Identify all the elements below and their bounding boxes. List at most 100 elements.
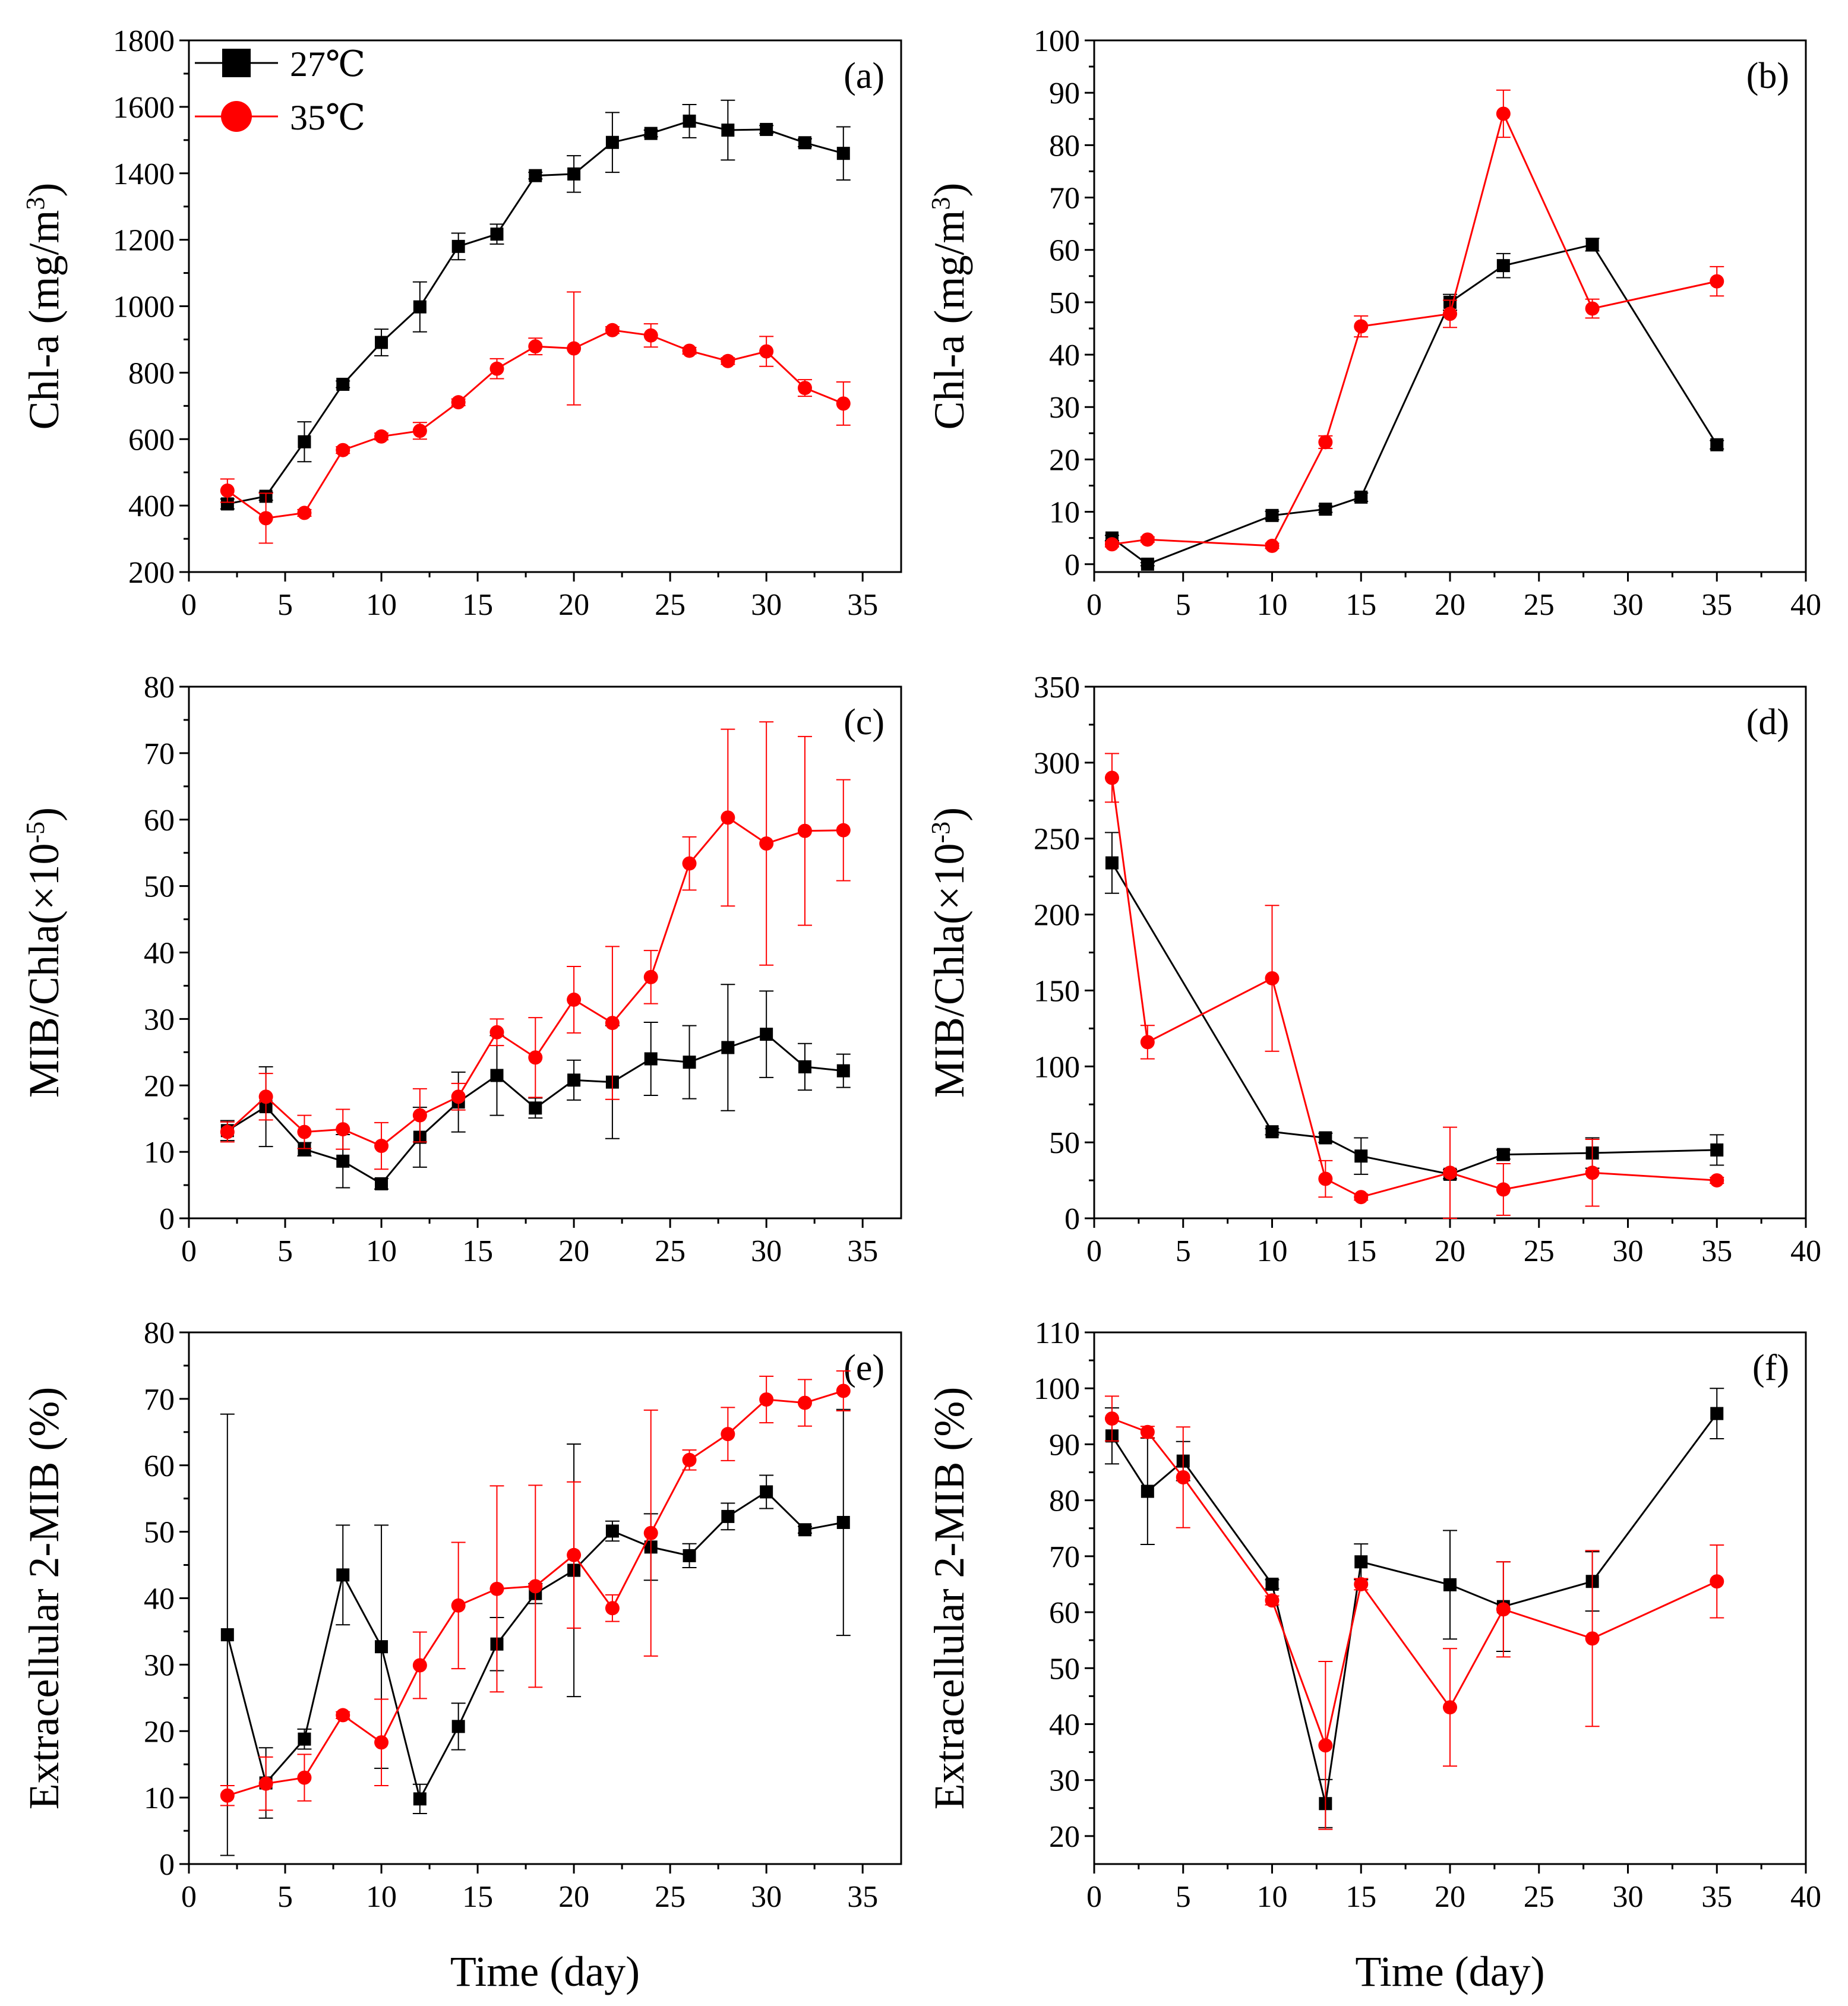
- x-tick-label: 0: [1086, 1880, 1102, 1914]
- data-point: [489, 1581, 504, 1596]
- x-tick-label: 15: [462, 1880, 493, 1914]
- data-point: [721, 1041, 735, 1054]
- data-point: [528, 1579, 543, 1594]
- y-axis-title-superscript: -3: [926, 822, 955, 844]
- data-point: [759, 1392, 774, 1407]
- x-axis-title: Time (day): [450, 1948, 640, 1995]
- y-axis-title-superscript: -5: [21, 822, 50, 844]
- data-point: [220, 497, 234, 511]
- data-point: [375, 1640, 388, 1654]
- data-point: [336, 1568, 350, 1582]
- data-point: [297, 1124, 312, 1139]
- data-point: [220, 1788, 235, 1803]
- data-point: [374, 429, 389, 444]
- data-point: [220, 483, 235, 498]
- data-point: [1354, 1149, 1368, 1163]
- data-point: [297, 506, 312, 520]
- x-tick-label: 20: [1435, 1880, 1465, 1914]
- data-point: [1496, 1148, 1510, 1161]
- data-point: [836, 823, 851, 838]
- panel-label: (d): [1746, 702, 1789, 743]
- y-tick-label: 250: [1034, 823, 1080, 857]
- panel-e: 0 5 10 15 20 25 30 35 0 10 20 30 40 50 60 70 80 Extracell…: [20, 1316, 902, 1995]
- y-tick-label: 40: [144, 937, 175, 971]
- y-tick-label: 80: [144, 1316, 175, 1350]
- y-tick-label: 60: [1049, 1596, 1080, 1630]
- panel-b: 0 5 10 15 20 25 30 35 40 0 10 20 30 40 50 60 70 80 90 100 Ch…: [925, 24, 1821, 622]
- data-point: [220, 1628, 234, 1642]
- y-tick-label: 150: [1034, 974, 1080, 1008]
- y-axis-title-main: MIB/Chla(×10: [925, 844, 973, 1098]
- data-point: [797, 1395, 812, 1410]
- y-tick-label: 40: [144, 1582, 175, 1616]
- y-tick-label: 200: [1034, 899, 1080, 933]
- x-tick-label: 25: [1524, 588, 1555, 622]
- data-point: [683, 1549, 696, 1562]
- y-tick-label: 300: [1034, 747, 1080, 781]
- data-point: [1265, 508, 1279, 522]
- data-point: [760, 122, 773, 136]
- data-point: [489, 1025, 504, 1040]
- data-point: [1318, 1171, 1333, 1186]
- x-axis-title: Time (day): [1355, 1948, 1544, 1995]
- data-point: [1354, 1577, 1369, 1591]
- y-axis-title: Extracellular 2-MIB (%): [925, 1387, 973, 1810]
- y-axis-title-superscript: 3: [21, 197, 50, 210]
- x-tick-label: 10: [366, 1234, 397, 1268]
- panel-c: 0 5 10 15 20 25 30 35 0 10 20 30 40 50 60 70 80 MIB/Chla(…: [20, 671, 902, 1268]
- data-point: [336, 443, 350, 457]
- y-tick-label: 50: [1049, 1652, 1080, 1686]
- data-point: [1265, 1577, 1279, 1591]
- data-point: [759, 836, 774, 851]
- data-point: [1585, 1631, 1600, 1646]
- x-tick-label: 15: [1345, 1234, 1376, 1268]
- y-tick-label: 1000: [113, 290, 175, 324]
- x-tick-label: 25: [1524, 1234, 1555, 1268]
- data-point: [1105, 856, 1119, 870]
- data-point: [374, 1735, 389, 1750]
- data-point: [567, 341, 582, 356]
- x-tick-label: 10: [1257, 1234, 1288, 1268]
- y-tick-label: 600: [128, 423, 175, 457]
- x-tick-label: 15: [462, 1234, 493, 1268]
- x-tick-label: 30: [1613, 1880, 1644, 1914]
- x-tick-label: 10: [1257, 1880, 1288, 1914]
- y-tick-label: 60: [1049, 234, 1080, 268]
- data-point: [567, 1073, 581, 1087]
- data-point: [1354, 1190, 1369, 1205]
- y-tick-label: 40: [1049, 339, 1080, 372]
- series-35C: [1104, 89, 1724, 553]
- y-tick-label: 0: [159, 1848, 175, 1882]
- y-tick-label: 1200: [113, 224, 175, 258]
- x-tick-label: 30: [751, 1880, 782, 1914]
- x-tick-label: 10: [366, 588, 397, 622]
- data-point: [1318, 435, 1333, 450]
- x-tick-label: 0: [181, 1880, 197, 1914]
- y-tick-label: 0: [1064, 548, 1080, 582]
- data-point: [1319, 1131, 1332, 1145]
- data-point: [490, 228, 504, 241]
- x-tick-label: 35: [847, 1880, 878, 1914]
- data-point: [567, 167, 581, 181]
- data-point: [451, 239, 465, 253]
- data-point: [836, 147, 850, 160]
- data-point: [258, 1089, 273, 1104]
- y-tick-label: 10: [144, 1136, 175, 1170]
- data-point: [258, 1776, 273, 1791]
- series-35C: [220, 291, 851, 544]
- data-point: [1319, 503, 1332, 516]
- y-tick-label: 100: [1034, 24, 1080, 58]
- data-point: [220, 1124, 235, 1139]
- y-tick-label: 1600: [113, 91, 175, 125]
- data-point: [298, 1142, 311, 1156]
- data-point: [489, 361, 504, 376]
- data-point: [836, 1064, 850, 1078]
- data-point: [413, 1792, 427, 1806]
- y-tick-label: 50: [144, 1516, 175, 1550]
- data-point: [1496, 259, 1510, 273]
- data-point: [1140, 1424, 1155, 1439]
- legend-marker-square: [222, 49, 251, 77]
- data-point: [1354, 1555, 1368, 1569]
- y-axis-title: MIB/Chla(×10-3): [925, 807, 973, 1098]
- data-point: [836, 1515, 850, 1529]
